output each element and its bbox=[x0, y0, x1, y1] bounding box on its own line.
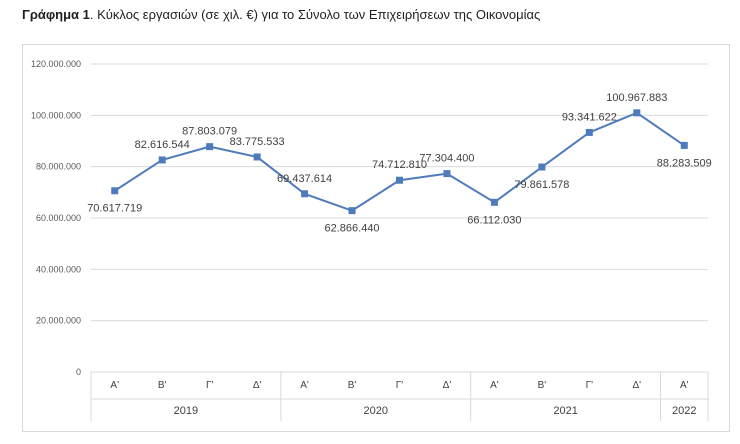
data-label: 82.616.544 bbox=[135, 139, 190, 151]
data-label: 88.283.509 bbox=[657, 157, 712, 169]
line-chart: 0 20.000.000 40.000.000 60.000.000 80.000.00… bbox=[31, 59, 712, 421]
chart-frame: 0 20.000.000 40.000.000 60.000.000 80.000.00… bbox=[22, 44, 730, 432]
data-point bbox=[680, 141, 688, 149]
data-point bbox=[396, 176, 403, 184]
data-point bbox=[348, 207, 356, 215]
x-category-label: Δ' bbox=[253, 380, 262, 391]
data-point bbox=[301, 190, 309, 198]
data-point bbox=[443, 170, 451, 178]
x-year-label: 2022 bbox=[672, 405, 696, 417]
caption-text: . Κύκλος εργασιών (σε χιλ. €) για το Σύν… bbox=[89, 7, 541, 22]
data-point bbox=[253, 153, 261, 161]
x-category-label: Α' bbox=[490, 380, 499, 391]
x-category-label: Β' bbox=[538, 380, 547, 391]
caption-bold: Γράφημα 1 bbox=[22, 7, 90, 22]
data-point bbox=[158, 156, 166, 164]
y-tick-label: 80.000.000 bbox=[36, 162, 81, 172]
x-category-label: Γ' bbox=[586, 380, 594, 391]
data-point bbox=[538, 163, 546, 171]
data-point bbox=[490, 198, 498, 206]
x-category-label: Β' bbox=[348, 380, 357, 391]
x-category-label: Δ' bbox=[443, 380, 452, 391]
data-point bbox=[585, 128, 593, 136]
x-category-label: Γ' bbox=[206, 380, 214, 391]
y-tick-label: 40.000.000 bbox=[36, 264, 81, 274]
x-category-label: Δ' bbox=[633, 380, 642, 391]
chart-caption: Γράφημα 1. Κύκλος εργασιών (σε χιλ. €) γ… bbox=[22, 7, 540, 22]
y-tick-label: 60.000.000 bbox=[36, 213, 81, 223]
data-label: 77.304.400 bbox=[419, 153, 474, 165]
y-tick-label: 100.000.000 bbox=[31, 110, 81, 120]
y-tick-label: 120.000.000 bbox=[31, 59, 81, 69]
x-category-label: Γ' bbox=[396, 380, 404, 391]
x-year-label: 2021 bbox=[553, 405, 577, 417]
data-label: 79.861.578 bbox=[514, 179, 569, 191]
data-point bbox=[206, 143, 214, 151]
y-tick-label: 0 bbox=[76, 367, 81, 377]
x-year-label: 2019 bbox=[174, 405, 198, 417]
x-category-label: Α' bbox=[680, 380, 689, 391]
data-point bbox=[111, 187, 119, 195]
data-label: 83.775.533 bbox=[230, 136, 285, 148]
data-label: 100.967.883 bbox=[606, 92, 667, 104]
data-label: 93.341.622 bbox=[562, 111, 617, 123]
y-tick-label: 20.000.000 bbox=[36, 316, 81, 326]
x-category-label: Α' bbox=[300, 380, 309, 391]
data-label: 62.866.440 bbox=[325, 223, 380, 235]
x-category-label: Α' bbox=[110, 380, 119, 391]
data-label: 70.617.719 bbox=[87, 203, 142, 215]
data-label: 66.112.030 bbox=[467, 214, 521, 226]
data-point bbox=[633, 109, 641, 117]
data-label: 87.803.079 bbox=[182, 126, 237, 138]
x-category-label: Β' bbox=[158, 380, 167, 391]
data-label: 69.437.614 bbox=[277, 173, 332, 185]
x-year-label: 2020 bbox=[364, 405, 388, 417]
data-label: 74.712.810 bbox=[372, 159, 427, 171]
